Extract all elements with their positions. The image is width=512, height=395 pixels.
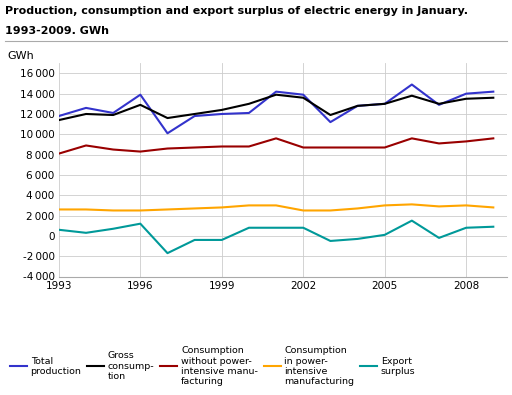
Total
production (381, 102, 388, 106)
Consumption
without power-
intensive manu-
facturing (490, 136, 496, 141)
Total
production (273, 89, 279, 94)
Total
production (327, 120, 333, 124)
Consumption
in power-
intensive
manufacturing (490, 205, 496, 210)
Consumption
in power-
intensive
manufacturing (300, 208, 306, 213)
Consumption
without power-
intensive manu-
facturing (219, 144, 225, 149)
Gross
consump-
tion (110, 113, 116, 117)
Text: Production, consumption and export surplus of electric energy in January.: Production, consumption and export surpl… (5, 6, 468, 16)
Export
surplus (381, 233, 388, 237)
Consumption
in power-
intensive
manufacturing (110, 208, 116, 213)
Export
surplus (56, 228, 62, 232)
Gross
consump-
tion (219, 107, 225, 112)
Consumption
in power-
intensive
manufacturing (164, 207, 170, 212)
Consumption
without power-
intensive manu-
facturing (381, 145, 388, 150)
Total
production (409, 82, 415, 87)
Export
surplus (164, 251, 170, 256)
Consumption
without power-
intensive manu-
facturing (191, 145, 198, 150)
Gross
consump-
tion (354, 103, 360, 108)
Consumption
in power-
intensive
manufacturing (354, 206, 360, 211)
Gross
consump-
tion (137, 102, 143, 107)
Export
surplus (463, 226, 469, 230)
Consumption
in power-
intensive
manufacturing (137, 208, 143, 213)
Export
surplus (110, 226, 116, 231)
Consumption
without power-
intensive manu-
facturing (409, 136, 415, 141)
Line: Export
surplus: Export surplus (59, 221, 493, 253)
Total
production (137, 92, 143, 97)
Gross
consump-
tion (300, 95, 306, 100)
Gross
consump-
tion (327, 113, 333, 117)
Export
surplus (327, 239, 333, 243)
Export
surplus (246, 226, 252, 230)
Consumption
without power-
intensive manu-
facturing (354, 145, 360, 150)
Total
production (354, 103, 360, 108)
Gross
consump-
tion (246, 102, 252, 106)
Consumption
without power-
intensive manu-
facturing (300, 145, 306, 150)
Export
surplus (300, 226, 306, 230)
Gross
consump-
tion (463, 96, 469, 101)
Line: Consumption
without power-
intensive manu-
facturing: Consumption without power- intensive man… (59, 138, 493, 154)
Text: 1993-2009. GWh: 1993-2009. GWh (5, 26, 109, 36)
Consumption
in power-
intensive
manufacturing (436, 204, 442, 209)
Consumption
without power-
intensive manu-
facturing (137, 149, 143, 154)
Consumption
without power-
intensive manu-
facturing (164, 146, 170, 151)
Total
production (110, 111, 116, 115)
Export
surplus (137, 221, 143, 226)
Text: GWh: GWh (7, 51, 34, 61)
Total
production (436, 102, 442, 107)
Line: Consumption
in power-
intensive
manufacturing: Consumption in power- intensive manufact… (59, 204, 493, 211)
Export
surplus (436, 235, 442, 240)
Export
surplus (219, 237, 225, 242)
Export
surplus (490, 224, 496, 229)
Consumption
in power-
intensive
manufacturing (409, 202, 415, 207)
Consumption
without power-
intensive manu-
facturing (83, 143, 89, 148)
Consumption
in power-
intensive
manufacturing (56, 207, 62, 212)
Total
production (56, 114, 62, 118)
Total
production (463, 91, 469, 96)
Gross
consump-
tion (83, 112, 89, 117)
Gross
consump-
tion (381, 102, 388, 106)
Gross
consump-
tion (56, 118, 62, 122)
Gross
consump-
tion (191, 112, 198, 117)
Export
surplus (273, 226, 279, 230)
Consumption
without power-
intensive manu-
facturing (246, 144, 252, 149)
Consumption
without power-
intensive manu-
facturing (56, 151, 62, 156)
Export
surplus (409, 218, 415, 223)
Total
production (164, 131, 170, 135)
Total
production (300, 92, 306, 97)
Consumption
in power-
intensive
manufacturing (273, 203, 279, 208)
Consumption
without power-
intensive manu-
facturing (463, 139, 469, 144)
Total
production (219, 112, 225, 117)
Consumption
in power-
intensive
manufacturing (381, 203, 388, 208)
Consumption
without power-
intensive manu-
facturing (110, 147, 116, 152)
Consumption
in power-
intensive
manufacturing (83, 207, 89, 212)
Consumption
in power-
intensive
manufacturing (219, 205, 225, 210)
Consumption
without power-
intensive manu-
facturing (436, 141, 442, 146)
Consumption
without power-
intensive manu-
facturing (327, 145, 333, 150)
Legend: Total
production, Gross
consump-
tion, Consumption
without power-
intensive manu: Total production, Gross consump- tion, C… (10, 346, 415, 386)
Export
surplus (191, 237, 198, 242)
Gross
consump-
tion (409, 93, 415, 98)
Export
surplus (354, 237, 360, 241)
Total
production (490, 89, 496, 94)
Total
production (246, 111, 252, 115)
Consumption
in power-
intensive
manufacturing (246, 203, 252, 208)
Consumption
in power-
intensive
manufacturing (191, 206, 198, 211)
Consumption
without power-
intensive manu-
facturing (273, 136, 279, 141)
Export
surplus (83, 230, 89, 235)
Gross
consump-
tion (490, 95, 496, 100)
Consumption
in power-
intensive
manufacturing (327, 208, 333, 213)
Line: Gross
consump-
tion: Gross consump- tion (59, 95, 493, 120)
Gross
consump-
tion (164, 116, 170, 120)
Total
production (191, 114, 198, 118)
Line: Total
production: Total production (59, 85, 493, 133)
Gross
consump-
tion (436, 102, 442, 106)
Consumption
in power-
intensive
manufacturing (463, 203, 469, 208)
Total
production (83, 105, 89, 110)
Gross
consump-
tion (273, 92, 279, 97)
